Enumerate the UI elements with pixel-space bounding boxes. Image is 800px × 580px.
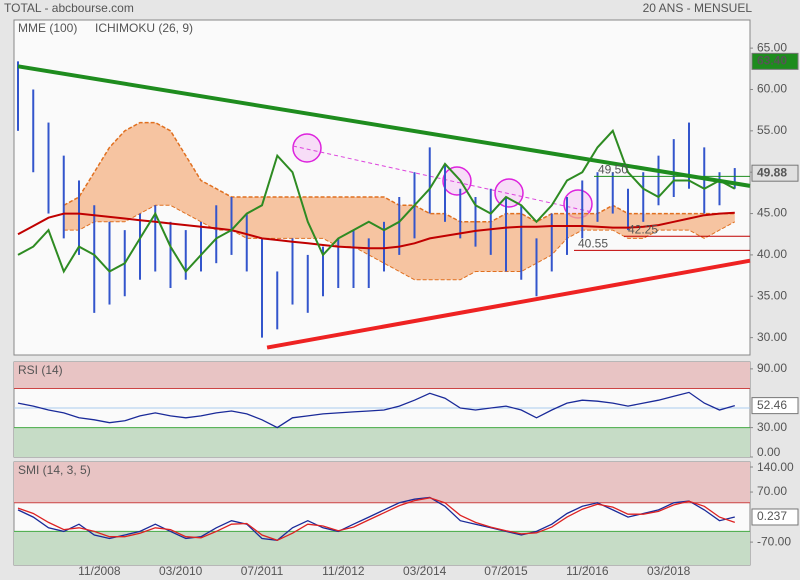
y-tick-label: 65.00: [757, 40, 787, 54]
y-tick-label: 0.00: [757, 445, 781, 459]
header-left: TOTAL - abcbourse.com: [4, 1, 134, 15]
x-tick-label: 11/2008: [78, 564, 121, 578]
pattern-circle: [292, 133, 322, 163]
level-label: 40.55: [578, 237, 608, 251]
y-tick-label: 90.00: [757, 361, 787, 375]
y-tick-label: 55.00: [757, 123, 787, 137]
pattern-circle: [494, 178, 524, 208]
panel-title: SMI (14, 3, 5): [18, 463, 91, 477]
trendline: [17, 64, 751, 188]
pattern-line: [292, 145, 593, 213]
x-tick-label: 11/2012: [322, 564, 365, 578]
y-tick-label: 40.00: [757, 247, 787, 261]
overbought-zone: [14, 462, 750, 503]
x-tick-label: 07/2015: [484, 564, 528, 578]
y-tick-label: -70.00: [757, 534, 791, 548]
last-value-label: 49.88: [757, 165, 787, 179]
last-value-label: 63.40: [757, 54, 787, 68]
cloud-edge: [63, 204, 736, 281]
x-tick-label: 03/2010: [159, 564, 203, 578]
y-tick-label: 45.00: [757, 206, 787, 220]
level-label: 49.50: [598, 163, 628, 177]
oscillator-line: [17, 497, 736, 542]
legend-mme: MME (100): [18, 21, 77, 35]
oversold-zone: [14, 531, 750, 565]
y-tick-label: 140.00: [757, 460, 794, 474]
x-tick-label: 03/2014: [403, 564, 447, 578]
x-tick-label: 03/2018: [647, 564, 691, 578]
oscillator-line: [17, 391, 735, 429]
last-value-label: 52.46: [757, 398, 787, 412]
last-value-box: [751, 508, 799, 526]
oscillator-line: [17, 496, 735, 541]
y-tick-label: 60.00: [757, 82, 787, 96]
y-tick-label: 70.00: [757, 484, 787, 498]
last-value-box: [751, 397, 799, 415]
last-value-label: 0.237: [757, 509, 787, 523]
legend-ichimoku: ICHIMOKU (26, 9): [95, 21, 193, 35]
panel-title: RSI (14): [18, 363, 63, 377]
y-tick-label: 30.00: [757, 420, 787, 434]
last-value-box: [751, 52, 799, 70]
y-tick-label: 35.00: [757, 288, 787, 302]
trendline: [266, 258, 751, 350]
x-tick-label: 07/2011: [241, 564, 284, 578]
x-tick-label: 11/2016: [566, 564, 609, 578]
ichimoku-line: [17, 128, 736, 274]
header-right: 20 ANS - MENSUEL: [643, 1, 753, 15]
level-label: 42.25: [628, 222, 658, 236]
y-tick-label: 30.00: [757, 330, 787, 344]
overbought-zone: [14, 362, 750, 389]
oversold-zone: [14, 427, 750, 457]
mme-line: [17, 211, 735, 250]
last-value-box: [751, 164, 799, 182]
